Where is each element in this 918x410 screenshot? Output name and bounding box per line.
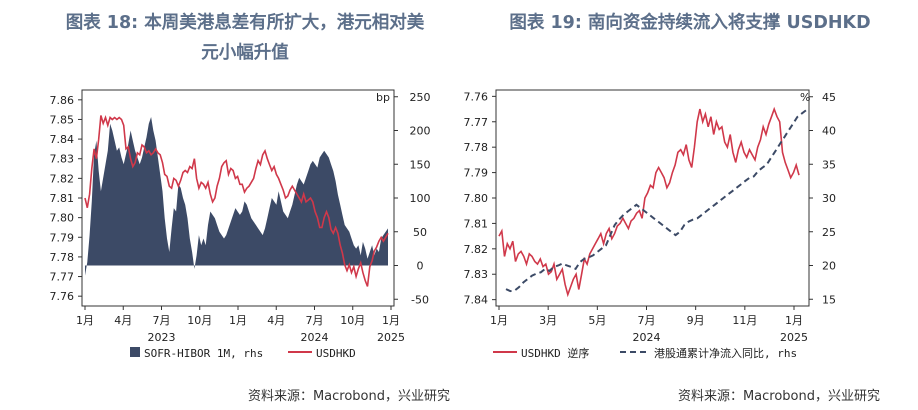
left-tick-label: 7.83 <box>50 153 75 166</box>
right-tick-label: 20 <box>822 260 836 273</box>
x-tick-label: 5月 <box>588 314 606 327</box>
chart-1-legend: SOFR-HIBOR 1M, rhs USDHKD <box>130 347 356 360</box>
left-tick-label: 7.80 <box>50 212 75 225</box>
right-tick-label: 0 <box>417 260 424 273</box>
right-axis-ticks: 250 200 150 100 50 0 -50 <box>394 91 431 306</box>
right-axis-unit: % <box>800 91 810 104</box>
left-tick-label: 7.84 <box>50 133 75 146</box>
x-tick-label: 7月 <box>306 314 324 327</box>
left-axis-ticks: 7.76 7.77 7.78 7.79 7.80 7.81 7.82 7.83 7.84 <box>464 90 496 307</box>
figure-2-source: 资料来源：Macrobond，兴业研究 <box>677 389 880 404</box>
left-tick-label: 7.80 <box>464 192 489 205</box>
right-tick-label: 200 <box>410 125 431 138</box>
left-tick-label: 7.79 <box>464 167 489 180</box>
right-tick-label: 35 <box>822 158 836 171</box>
right-tick-label: -50 <box>411 293 429 306</box>
x-tick-label: 1月 <box>382 314 400 327</box>
right-tick-label: 30 <box>822 192 836 205</box>
right-tick-label: 25 <box>822 226 836 239</box>
usdhkd-inverted-line <box>498 106 800 298</box>
right-tick-label: 45 <box>822 91 836 104</box>
figure-1-title: 图表 18: 本周美港息差有所扩大，港元相对美 元小幅升值 <box>40 8 450 68</box>
left-tick-label: 7.78 <box>50 251 75 264</box>
x-axis-ticks: 1月 3月 5月 7月 9月 11月 1月 <box>490 306 803 327</box>
x-tick-label: 1月 <box>229 314 247 327</box>
legend-usdhkd-label: USDHKD <box>316 347 356 360</box>
x-tick-label: 4月 <box>114 314 132 327</box>
left-tick-label: 7.83 <box>464 268 489 281</box>
left-tick-label: 7.84 <box>464 294 489 307</box>
year-labels: 2024 2025 <box>633 331 809 344</box>
left-tick-label: 7.81 <box>464 217 489 230</box>
left-tick-label: 7.81 <box>50 192 75 205</box>
right-tick-label: 15 <box>822 293 836 306</box>
year-label: 2024 <box>633 331 661 344</box>
year-label: 2024 <box>301 331 329 344</box>
legend-flow-label: 港股通累计净流入同比, rhs <box>654 346 797 360</box>
figure-2-title: 图表 19: 南向资金持续流入将支撑 USDHKD <box>509 13 871 33</box>
x-tick-label: 11月 <box>732 314 757 327</box>
right-tick-label: 40 <box>822 125 836 138</box>
right-axis-unit: bp <box>376 91 390 104</box>
figure-1-source: 资料来源：Macrobond，兴业研究 <box>247 389 450 404</box>
legend-usdhkd-inverted-label: USDHKD 逆序 <box>521 346 589 360</box>
left-tick-label: 7.79 <box>50 231 75 244</box>
usdhkd-line <box>84 115 389 287</box>
figure-1-title-line2: 元小幅升值 <box>201 43 289 63</box>
left-tick-label: 7.82 <box>464 243 489 256</box>
x-tick-label: 10月 <box>340 314 365 327</box>
left-tick-label: 7.82 <box>50 172 75 185</box>
year-label: 2023 <box>148 331 176 344</box>
legend-spread-label: SOFR-HIBOR 1M, rhs <box>144 347 263 360</box>
left-tick-label: 7.86 <box>50 94 75 107</box>
right-tick-label: 50 <box>413 226 427 239</box>
left-tick-label: 7.78 <box>464 141 489 154</box>
chart-2-plot-frame <box>495 89 810 307</box>
x-axis-ticks: 1月 4月 7月 10月 1月 4月 7月 10月 1月 <box>76 306 400 327</box>
left-tick-label: 7.76 <box>50 290 75 303</box>
right-tick-label: 100 <box>410 192 431 205</box>
southbound-flow-line <box>505 109 807 293</box>
x-tick-label: 1月 <box>490 314 508 327</box>
legend-area-swatch <box>130 347 140 357</box>
left-axis-ticks: 7.86 7.85 7.84 7.83 7.82 7.81 7.80 7.79 7.78 7.77… <box>50 94 82 303</box>
right-tick-label: 250 <box>410 91 431 104</box>
x-tick-label: 4月 <box>267 314 285 327</box>
x-tick-label: 10月 <box>187 314 212 327</box>
left-tick-label: 7.77 <box>464 116 489 129</box>
year-labels: 2023 2024 2025 <box>148 331 406 344</box>
right-axis-ticks: 45 40 35 30 25 20 15 <box>809 91 836 306</box>
chart-1: 7.86 7.85 7.84 7.83 7.82 7.81 7.80 7.79 7.78 7.77… <box>50 89 431 360</box>
spread-area <box>85 117 388 276</box>
year-label: 2025 <box>377 331 405 344</box>
chart-2-legend: USDHKD 逆序 港股通累计净流入同比, rhs <box>493 346 797 360</box>
x-tick-label: 9月 <box>687 314 705 327</box>
x-tick-label: 1月 <box>76 314 94 327</box>
year-label: 2025 <box>780 331 808 344</box>
left-tick-label: 7.85 <box>50 113 75 126</box>
x-tick-label: 7月 <box>638 314 656 327</box>
x-tick-label: 7月 <box>153 314 171 327</box>
left-tick-label: 7.76 <box>464 90 489 103</box>
left-tick-label: 7.77 <box>50 271 75 284</box>
x-tick-label: 1月 <box>785 314 803 327</box>
x-tick-label: 3月 <box>539 314 557 327</box>
figure-1-title-line1: 图表 18: 本周美港息差有所扩大，港元相对美 <box>65 13 425 33</box>
right-tick-label: 150 <box>410 158 431 171</box>
